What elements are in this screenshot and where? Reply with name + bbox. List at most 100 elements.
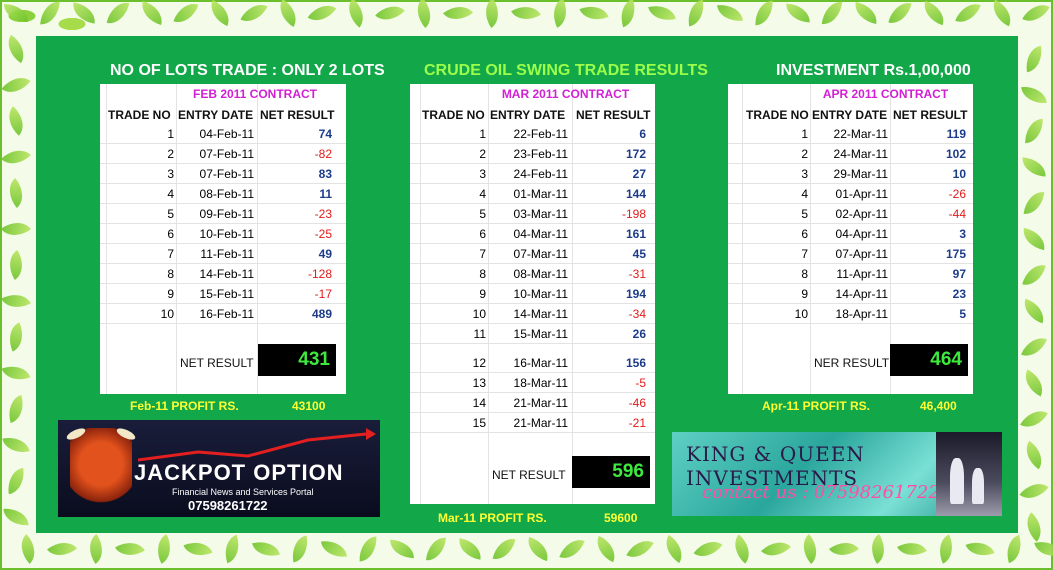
entry-date: 14-Apr-11 <box>835 287 888 301</box>
jackpot-option-banner[interactable]: JACKPOT OPTION Financial News and Servic… <box>58 420 380 517</box>
net-result-value: -31 <box>628 267 646 281</box>
net-result-value: -17 <box>314 287 332 301</box>
entry-date: 29-Mar-11 <box>833 167 888 181</box>
jackpot-subtitle: Financial News and Services Portal <box>172 487 314 497</box>
trade-number: 9 <box>479 287 486 301</box>
table-row: 9 10-Mar-11 194 <box>410 284 655 304</box>
entry-date: 11-Apr-11 <box>836 267 888 281</box>
net-result-value: 156 <box>625 356 646 370</box>
jackpot-phone: 07598261722 <box>188 498 268 513</box>
table-row: 2 23-Feb-11 172 <box>410 144 655 164</box>
grid-line <box>420 84 421 504</box>
feb-profit-label: Feb-11 PROFIT RS. <box>130 399 239 413</box>
entry-date: 16-Feb-11 <box>199 307 254 321</box>
grid-line <box>488 84 489 504</box>
entry-date: 16-Mar-11 <box>513 356 568 370</box>
entry-date: 18-Mar-11 <box>513 376 568 390</box>
table-row: 7 07-Mar-11 45 <box>410 244 655 264</box>
trade-number: 3 <box>479 167 486 181</box>
table-row: 2 07-Feb-11 -82 <box>100 144 346 164</box>
mar-contract-table: MAR 2011 CONTRACT TRADE NO ENTRY DATE NET R… <box>410 84 655 504</box>
entry-date: 21-Mar-11 <box>513 416 568 430</box>
net-result-value: 27 <box>632 167 646 181</box>
entry-date: 07-Mar-11 <box>513 247 568 261</box>
table-row: 3 29-Mar-11 10 <box>728 164 973 184</box>
kq-title: KING & QUEEN INVESTMENTS <box>686 442 865 490</box>
trade-number: 1 <box>801 127 808 141</box>
net-result-value: -82 <box>314 147 332 161</box>
net-result-value: 175 <box>945 247 966 261</box>
table-row: 5 03-Mar-11 -198 <box>410 204 655 224</box>
entry-date: 24-Mar-11 <box>833 147 888 161</box>
net-result-value: 119 <box>946 127 966 141</box>
entry-date: 14-Feb-11 <box>199 267 254 281</box>
grid-line <box>257 84 258 394</box>
trade-number: 8 <box>801 267 808 281</box>
bull-icon <box>70 428 132 508</box>
trade-number: 10 <box>794 307 808 321</box>
trade-number: 1 <box>167 127 174 141</box>
trade-number: 4 <box>167 187 174 201</box>
contract-title: FEB 2011 CONTRACT <box>192 87 318 101</box>
net-result-value: 45 <box>632 247 646 261</box>
apr-profit-value: 46,400 <box>920 399 957 413</box>
trade-number: 6 <box>801 227 808 241</box>
net-result-value: -21 <box>628 416 646 430</box>
mar-profit-label: Mar-11 PROFIT RS. <box>438 511 547 525</box>
table-row: 2 24-Mar-11 102 <box>728 144 973 164</box>
entry-date: 11-Feb-11 <box>200 247 254 261</box>
grid-line <box>810 84 811 394</box>
feb-contract-table: FEB 2011 CONTRACT TRADE NO ENTRY DATE NET R… <box>100 84 346 394</box>
net-result-total: 596 <box>572 456 650 488</box>
entry-date: 24-Feb-11 <box>513 167 568 181</box>
net-result-value: -25 <box>314 227 332 241</box>
trade-number: 10 <box>160 307 174 321</box>
trade-number: 11 <box>473 327 486 341</box>
column-header-net-result: NET RESULT <box>893 108 968 122</box>
table-row: 14 21-Mar-11 -46 <box>410 393 655 413</box>
net-result-value: -34 <box>628 307 646 321</box>
king-queen-banner[interactable]: KING & QUEEN INVESTMENTS contact us : 07… <box>672 432 1002 516</box>
net-result-total: 464 <box>890 344 968 376</box>
jackpot-title: JACKPOT OPTION <box>134 460 344 485</box>
entry-date: 22-Mar-11 <box>833 127 888 141</box>
table-row: 10 14-Mar-11 -34 <box>410 304 655 324</box>
entry-date: 23-Feb-11 <box>513 147 568 161</box>
table-row: 10 18-Apr-11 5 <box>728 304 973 324</box>
trade-number: 8 <box>479 267 486 281</box>
net-result-value: 26 <box>632 327 646 341</box>
entry-date: 10-Mar-11 <box>513 287 568 301</box>
trade-number: 9 <box>167 287 174 301</box>
entry-date: 10-Feb-11 <box>199 227 254 241</box>
contract-title: MAR 2011 CONTRACT <box>501 87 630 101</box>
net-result-value: -26 <box>948 187 966 201</box>
table-row: 8 14-Feb-11 -128 <box>100 264 346 284</box>
net-result-total: 431 <box>258 344 336 376</box>
entry-date: 14-Mar-11 <box>513 307 568 321</box>
trade-number: 3 <box>801 167 808 181</box>
investment-header: INVESTMENT Rs.1,00,000 <box>776 62 971 79</box>
mar-profit-value: 59600 <box>604 511 638 525</box>
entry-date: 04-Mar-11 <box>513 227 568 241</box>
entry-date: 21-Mar-11 <box>513 396 568 410</box>
entry-date: 08-Mar-11 <box>513 267 568 281</box>
table-row: 6 10-Feb-11 -25 <box>100 224 346 244</box>
trade-number: 9 <box>801 287 808 301</box>
net-result-value: 144 <box>625 187 646 201</box>
grid-line <box>176 84 177 394</box>
net-result-value: 23 <box>952 287 966 301</box>
column-header-net-result: NET RESULT <box>260 108 335 122</box>
table-row: 8 08-Mar-11 -31 <box>410 264 655 284</box>
net-result-label: NER RESULT <box>814 356 890 370</box>
trade-number: 4 <box>801 187 808 201</box>
column-header-trade-no: TRADE NO <box>422 108 485 122</box>
entry-date: 07-Feb-11 <box>199 167 254 181</box>
table-row: 6 04-Apr-11 3 <box>728 224 973 244</box>
queen-piece-icon <box>972 468 984 504</box>
net-result-value: 5 <box>959 307 966 321</box>
column-header-trade-no: TRADE NO <box>108 108 171 122</box>
table-row: 4 08-Feb-11 11 <box>100 184 346 204</box>
lots-header: NO OF LOTS TRADE : ONLY 2 LOTS <box>110 62 385 79</box>
table-row: 9 14-Apr-11 23 <box>728 284 973 304</box>
trade-number: 7 <box>479 247 486 261</box>
